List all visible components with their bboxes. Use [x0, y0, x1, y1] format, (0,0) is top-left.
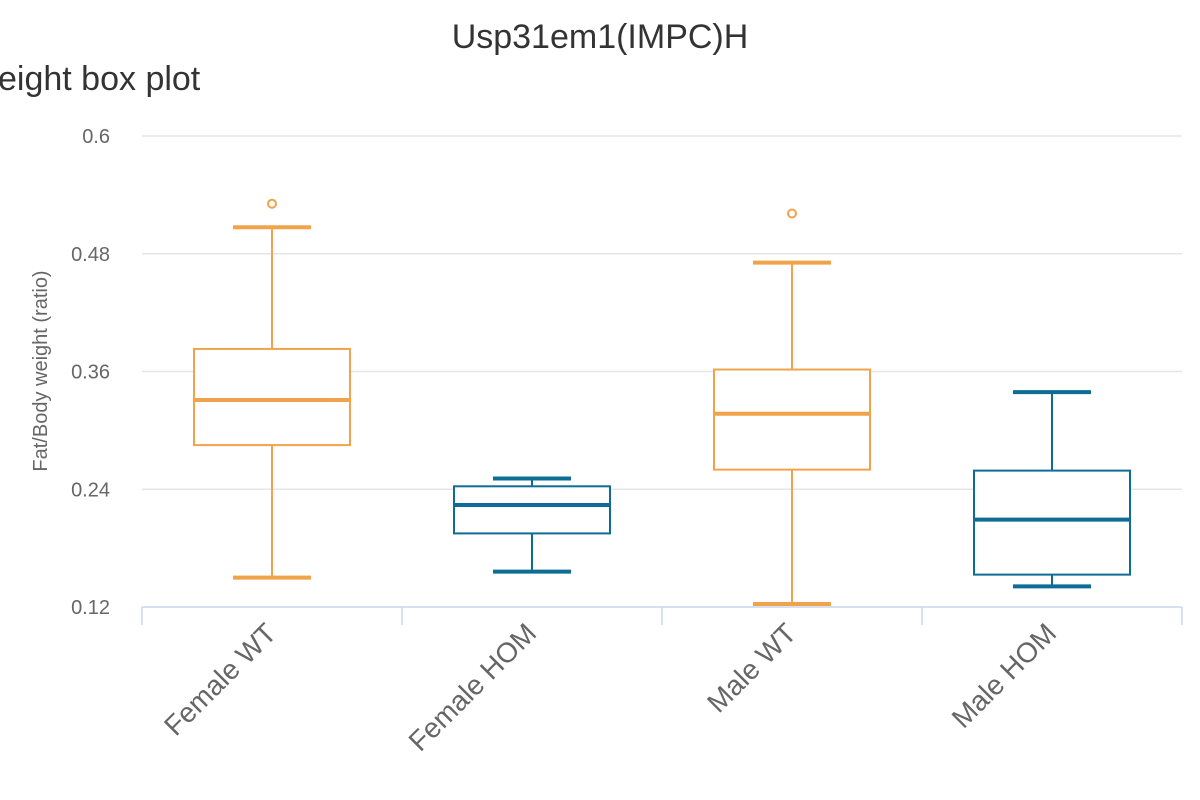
box-iqr [193, 347, 351, 447]
y-tick-label: 0.48 [71, 244, 110, 266]
chart-subtitle: eight box plot [0, 60, 201, 98]
y-tick-label: 0.36 [71, 362, 110, 384]
box-iqr [453, 485, 611, 535]
box-female-hom [453, 476, 611, 574]
y-tick-label: 0.6 [82, 126, 110, 148]
box-male-wt [713, 208, 871, 607]
x-tick-label: Male HOM [946, 617, 1063, 734]
outlier-point [267, 198, 277, 209]
x-axis [141, 606, 1183, 625]
y-tick-label: 0.24 [71, 479, 110, 501]
y-tick-label: 0.12 [71, 597, 110, 619]
y-axis-label: Fat/Body weight (ratio) [30, 270, 52, 471]
chart-title: Usp31em1(IMPC)H [452, 18, 749, 56]
boxes-layer [193, 198, 1131, 607]
outlier-point [787, 208, 797, 219]
x-tick-label: Female WT [158, 617, 282, 741]
box-male-hom [973, 390, 1131, 589]
box-iqr [973, 469, 1131, 576]
box-female-wt [193, 198, 351, 580]
x-tick-label: Female HOM [403, 617, 543, 757]
box-iqr [713, 368, 871, 471]
x-tick-label: Male WT [701, 617, 802, 718]
